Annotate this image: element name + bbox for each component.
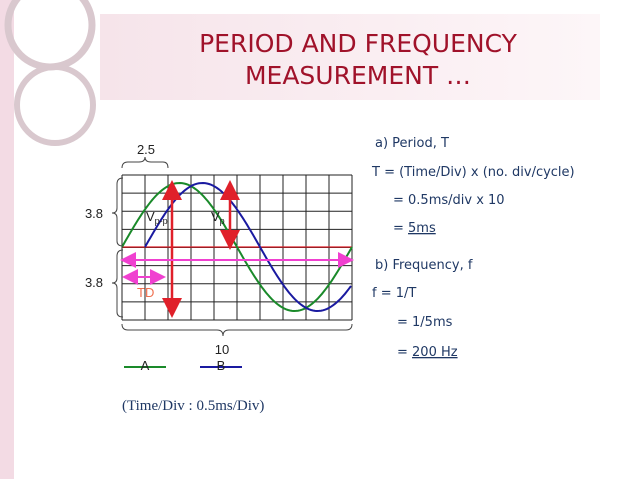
note: = 1/5ms (397, 315, 453, 330)
note-prefix: = (397, 345, 412, 360)
note: a) Period, T (375, 136, 449, 151)
side-strip (0, 0, 14, 479)
title: PERIOD AND FREQUENCY (199, 29, 518, 58)
note: = 200 Hz (397, 345, 458, 360)
vp-label: Vp (211, 209, 225, 226)
title: MEASUREMENT … (245, 61, 471, 90)
note-result: 200 Hz (412, 345, 458, 360)
divisions-label: 10 (215, 342, 229, 357)
title-box (100, 14, 600, 100)
vp-sub: p (220, 216, 225, 226)
legend-a: A (141, 358, 150, 373)
brace (121, 323, 353, 337)
note: T = (Time/Div) x (no. div/cycle) (371, 165, 575, 180)
div-width: 2.5 (137, 142, 155, 157)
note: b) Frequency, f (375, 258, 473, 273)
vp-main: V (211, 209, 220, 224)
decor-ring (14, 64, 96, 146)
note: f = 1/T (372, 286, 416, 301)
amplitude-label: 3.8 (85, 206, 103, 221)
note-prefix: = (393, 221, 408, 236)
brace (121, 156, 169, 169)
note-result: 5ms (408, 221, 436, 236)
note: = 5ms (393, 221, 436, 236)
legend-b: B (217, 358, 226, 373)
amplitude-label: 3.8 (85, 275, 103, 290)
brace (111, 177, 124, 247)
brace (111, 249, 124, 318)
vpp-sub: p-p (155, 216, 168, 226)
note: = 0.5ms/div x 10 (393, 193, 505, 208)
decor-ring (4, 0, 96, 71)
td-label: TD (137, 285, 154, 300)
caption: (Time/Div : 0.5ms/Div) (122, 398, 264, 414)
vpp-main: V (146, 209, 155, 224)
vpp-label: Vp-p (146, 209, 168, 226)
